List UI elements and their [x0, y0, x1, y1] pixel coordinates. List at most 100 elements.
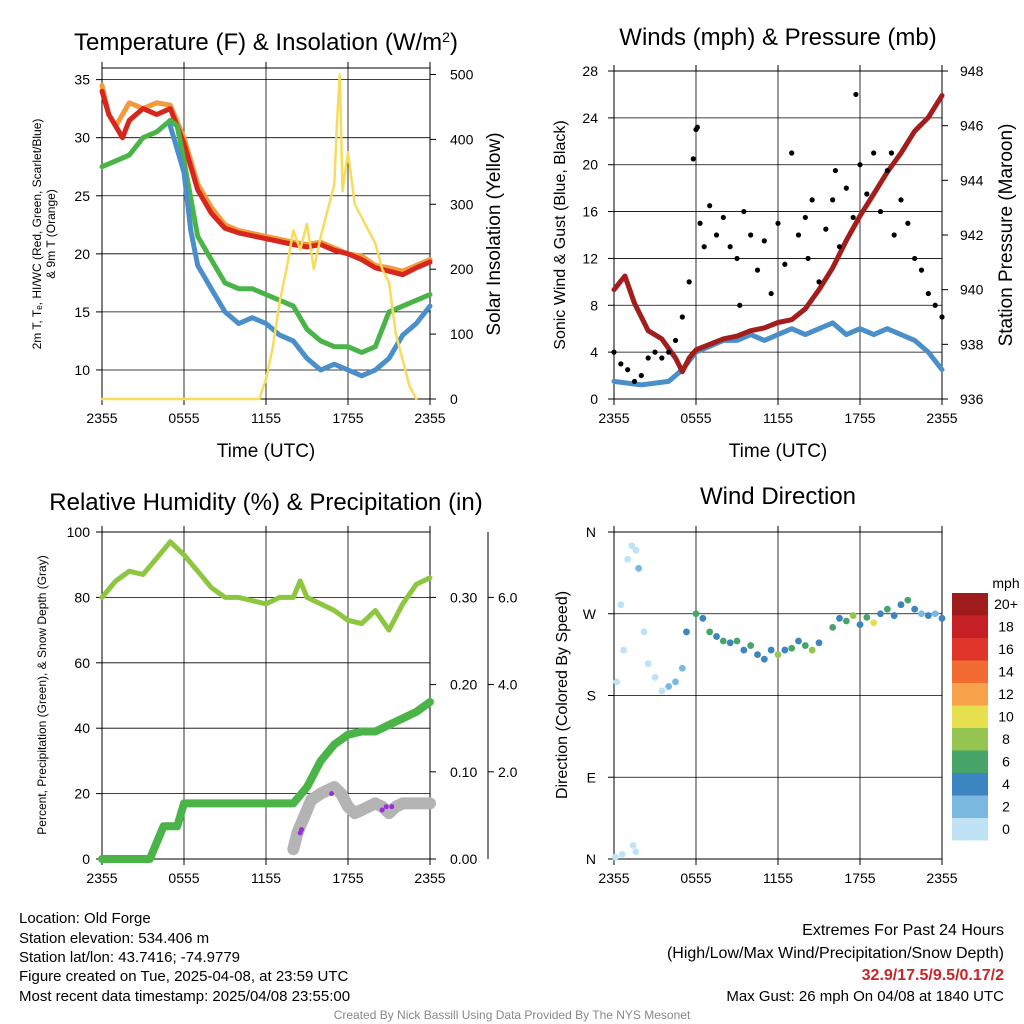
- info-recent: Most recent data timestamp: 2025/04/08 2…: [19, 988, 350, 1005]
- temp-y2tick-label: 500: [450, 66, 474, 82]
- wind-gust-point: [939, 314, 945, 320]
- dir-point: [665, 683, 673, 690]
- temp-ytick-label: 35: [74, 72, 90, 88]
- rh-title: Relative Humidity (%) & Precipitation (i…: [49, 489, 482, 516]
- wind-gust-point: [832, 167, 839, 174]
- dir-legend-title: mph: [992, 575, 1019, 591]
- wind-ytick-label: 16: [582, 204, 598, 220]
- wind-gust-point: [741, 208, 747, 215]
- wind-gust-point: [857, 162, 863, 168]
- wind-gust-point: [631, 378, 638, 385]
- dir-point: [644, 660, 652, 668]
- wind-gust-point: [905, 220, 911, 226]
- temp-ylabel-line2: & 9m T (Orange): [44, 189, 58, 279]
- dir-point: [611, 853, 619, 861]
- dir-point: [733, 637, 741, 645]
- dir-legend-swatch: [952, 705, 988, 728]
- rh-panel: 2355 0555 1155 1755 2355 0 20 40 60 80 100 0.00 0.10…: [35, 489, 518, 886]
- dir-xtick-label: 1155: [763, 870, 793, 886]
- dir-point: [829, 623, 837, 631]
- info-elevation: Station elevation: 534.406 m: [19, 930, 209, 947]
- temp-xtick-label: 2355: [414, 410, 445, 426]
- extremes-subtitle: (High/Low/Max Wind/Precipitation/Snow De…: [667, 945, 1004, 962]
- dir-point: [678, 664, 686, 672]
- wind-gust-point: [871, 150, 877, 156]
- dir-point: [836, 614, 843, 622]
- wind-gust-point: [720, 214, 726, 221]
- wind-gust-point: [734, 255, 740, 262]
- wind-gust-point: [666, 349, 672, 355]
- wind-gust-point: [850, 214, 856, 221]
- rh-ylabel: Percent, Precipitation (Green), & Snow D…: [35, 555, 49, 834]
- dir-point: [740, 646, 748, 654]
- dir-point: [658, 687, 666, 695]
- rh-xtick-label: 1155: [251, 870, 281, 886]
- dir-legend-label: 8: [1002, 731, 1010, 747]
- dir-point: [911, 605, 919, 613]
- wind-gust-point: [795, 232, 802, 238]
- wind-gust-point: [652, 349, 658, 355]
- dir-ytick-label: N: [586, 524, 596, 540]
- wind-ytick-label: 4: [590, 344, 598, 360]
- dir-point: [767, 646, 775, 654]
- extremes-values: 32.9/17.5/9.5/0.17/2: [862, 967, 1004, 984]
- rh-series-green: [98, 698, 434, 863]
- temp-title-end: ): [450, 29, 458, 56]
- temp-series-blue: [167, 123, 433, 379]
- temp-series-yellow: [100, 73, 418, 401]
- wind-gust-point: [864, 191, 870, 197]
- rh-snow-marker: [389, 804, 395, 810]
- wind-gust-point: [789, 150, 795, 156]
- wind-y2tick-label: 948: [960, 63, 984, 79]
- wind-xtick-label: 1755: [844, 410, 875, 426]
- dir-ytick-label: W: [583, 606, 597, 622]
- wind-gust-point: [918, 267, 925, 273]
- dir-legend-swatch: [952, 683, 988, 706]
- rh-ytick-label: 80: [74, 589, 90, 605]
- info-location: Location: Old Forge: [19, 910, 151, 927]
- dir-legend-swatch: [952, 638, 988, 661]
- dir-legend-label: 10: [998, 709, 1014, 725]
- dir-legend-label: 12: [998, 686, 1014, 702]
- dir-point: [808, 646, 816, 654]
- wind-gust-point: [823, 226, 829, 232]
- dir-legend-label: 2: [1002, 799, 1010, 815]
- rh-xtick-label: 1755: [332, 870, 363, 886]
- temp-y2tick-label: 0: [450, 391, 458, 407]
- wind-ytick-label: 24: [582, 110, 598, 126]
- dir-xtick-label: 2355: [926, 870, 957, 886]
- wind-gust-point: [618, 361, 624, 367]
- dir-point: [632, 546, 640, 554]
- dir-ylabel: Direction (Colored By Speed): [554, 591, 571, 799]
- wind-gust-point: [707, 203, 713, 209]
- rh-xtick-label: 2355: [86, 870, 117, 886]
- wind-gust-point: [713, 232, 720, 238]
- dir-legend-label: 0: [1002, 821, 1010, 837]
- wind-gust-point: [853, 91, 859, 98]
- rh-y3tick-label: 6.0: [498, 589, 518, 605]
- dir-legend-label: 14: [998, 664, 1014, 680]
- dir-xtick-label: 0555: [680, 870, 711, 886]
- wind-gust-point: [809, 197, 815, 203]
- dir-legend-label: 4: [1002, 776, 1010, 792]
- dir-point: [620, 646, 627, 654]
- wind-gust-point: [782, 261, 788, 267]
- dir-point: [870, 619, 878, 627]
- dir-point: [628, 542, 636, 550]
- dir-legend-label: 18: [998, 619, 1014, 635]
- rh-y2tick-label: 0.10: [450, 764, 477, 780]
- dir-point: [781, 646, 789, 654]
- wind-gust-point: [748, 232, 754, 238]
- dir-legend-swatch: [952, 728, 988, 751]
- wind-gust-point: [830, 197, 836, 203]
- dir-point: [754, 651, 761, 659]
- rh-snow-marker: [379, 807, 385, 813]
- dir-point: [938, 614, 946, 622]
- wind-gust-point: [625, 367, 631, 373]
- temp-xtick-label: 1155: [251, 410, 281, 426]
- wind-gust-point: [802, 214, 808, 221]
- dir-point: [904, 596, 912, 604]
- temp-ytick-label: 30: [74, 130, 90, 146]
- dir-point: [815, 639, 823, 647]
